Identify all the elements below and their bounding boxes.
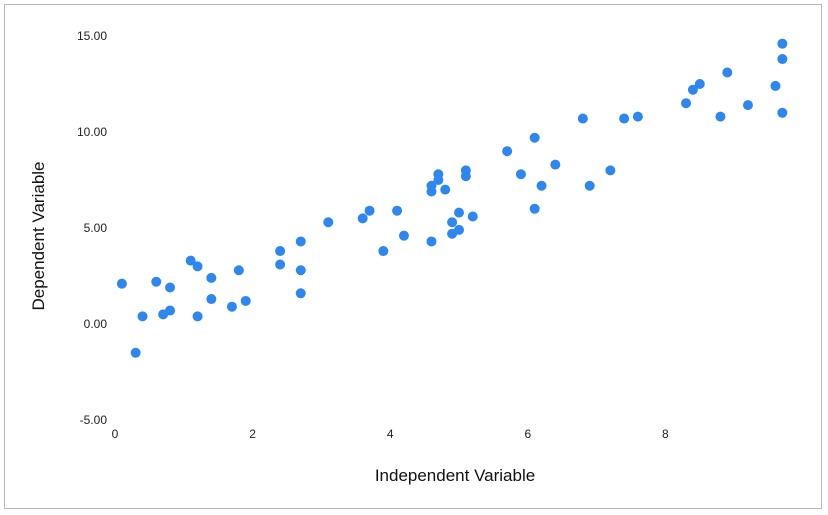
data-point <box>192 311 203 322</box>
data-point <box>240 295 251 306</box>
data-point <box>619 113 630 124</box>
data-point <box>378 246 389 257</box>
data-point <box>137 311 148 322</box>
data-point <box>722 67 733 78</box>
data-point <box>295 288 306 299</box>
data-point <box>398 230 409 241</box>
x-axis-ticks: 0 2 4 6 8 <box>112 427 669 441</box>
data-point <box>357 213 368 224</box>
y-tick-label: 10.00 <box>77 125 107 139</box>
y-tick-label: 5.00 <box>84 221 108 235</box>
data-point <box>447 217 458 228</box>
data-point <box>502 146 513 157</box>
data-point <box>295 265 306 276</box>
data-point <box>694 79 705 89</box>
y-axis-title: Dependent Variable <box>29 161 48 310</box>
data-point <box>529 203 540 214</box>
chart-frame <box>4 4 822 509</box>
data-point <box>632 111 643 122</box>
data-point <box>715 111 726 122</box>
data-point <box>460 171 471 182</box>
y-tick-label: -5.00 <box>80 413 108 427</box>
data-point <box>226 301 237 312</box>
data-point <box>433 175 444 185</box>
data-point <box>777 38 788 49</box>
data-points <box>116 38 788 358</box>
data-point <box>364 205 375 216</box>
data-point <box>192 261 203 272</box>
data-point <box>130 347 141 358</box>
data-point <box>323 217 334 228</box>
data-point <box>550 159 561 170</box>
data-point <box>529 132 540 143</box>
data-point <box>426 236 437 247</box>
data-point <box>742 100 753 111</box>
data-point <box>515 169 526 180</box>
data-point <box>777 54 788 65</box>
data-point <box>275 246 286 257</box>
data-point <box>165 282 176 293</box>
x-tick-label: 2 <box>249 427 256 441</box>
data-point <box>426 186 437 197</box>
data-point <box>467 211 478 222</box>
data-point <box>275 259 286 270</box>
data-point <box>116 278 127 289</box>
data-point <box>584 180 595 191</box>
data-point <box>185 255 196 266</box>
y-tick-label: 0.00 <box>84 317 108 331</box>
data-point <box>777 107 788 118</box>
data-point <box>151 276 162 287</box>
data-point <box>577 113 588 124</box>
data-point <box>440 184 451 195</box>
data-point <box>454 224 464 235</box>
data-point <box>206 272 217 283</box>
data-point <box>206 294 217 305</box>
y-axis-ticks: 15.00 10.00 5.00 0.00 -5.00 <box>77 29 107 427</box>
data-point <box>770 80 781 91</box>
x-tick-label: 0 <box>112 427 119 441</box>
x-tick-label: 6 <box>524 427 531 441</box>
data-point <box>233 265 244 276</box>
data-point <box>295 236 306 247</box>
y-tick-label: 15.00 <box>77 29 107 43</box>
data-point <box>536 180 547 191</box>
data-point <box>605 165 616 176</box>
data-point <box>687 84 698 95</box>
data-point <box>392 205 403 216</box>
data-point <box>165 305 176 316</box>
x-axis-title: Independent Variable <box>375 466 535 485</box>
x-tick-label: 4 <box>387 427 394 441</box>
x-tick-label: 8 <box>662 427 669 441</box>
data-point <box>454 207 464 218</box>
data-point <box>681 98 692 109</box>
